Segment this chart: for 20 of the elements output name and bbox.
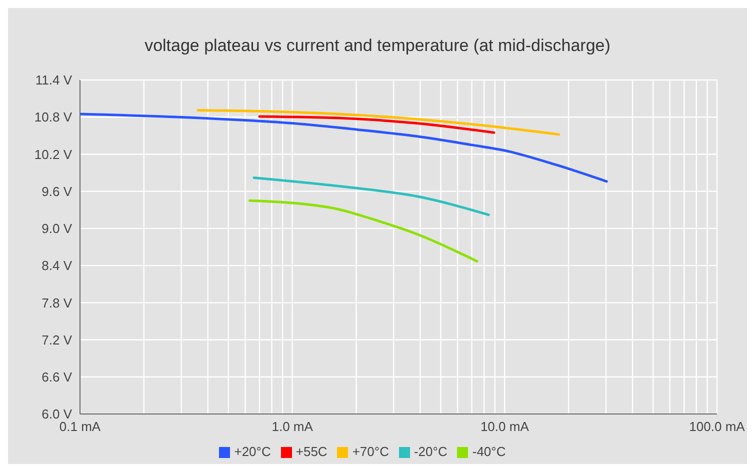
y-tick-label: 6.6 V [42,370,72,385]
y-tick-label: 6.0 V [42,406,72,422]
y-tick-label: 8.4 V [42,258,72,274]
y-tick-label: 10.8 V [34,110,72,125]
chart-title: voltage plateau vs current and temperature (at mid-discharge) [144,35,612,57]
y-tick-label: 11.4 V [35,72,72,88]
x-tick-label: 10.0 mA [480,419,530,434]
x-tick-label: 0.1 mA [59,419,101,434]
legend-label: -40°C [472,444,506,459]
y-tick-label: 10.2 V [34,146,72,162]
y-tick-label: 7.8 V [42,295,72,310]
legend-label: +70°C [352,444,389,459]
x-tick-label: 1.0 mA [272,419,314,434]
y-tick-label: 9.6 V [42,184,72,199]
legend-label: +55C [296,444,328,459]
y-tick-label: 7.2 V [42,332,72,348]
legend-label: +20°C [234,444,271,459]
y-tick-label: 9.0 V [42,221,72,236]
legend-label: -20°C [414,444,448,459]
x-tick-label: 100.0 mA [689,419,746,434]
